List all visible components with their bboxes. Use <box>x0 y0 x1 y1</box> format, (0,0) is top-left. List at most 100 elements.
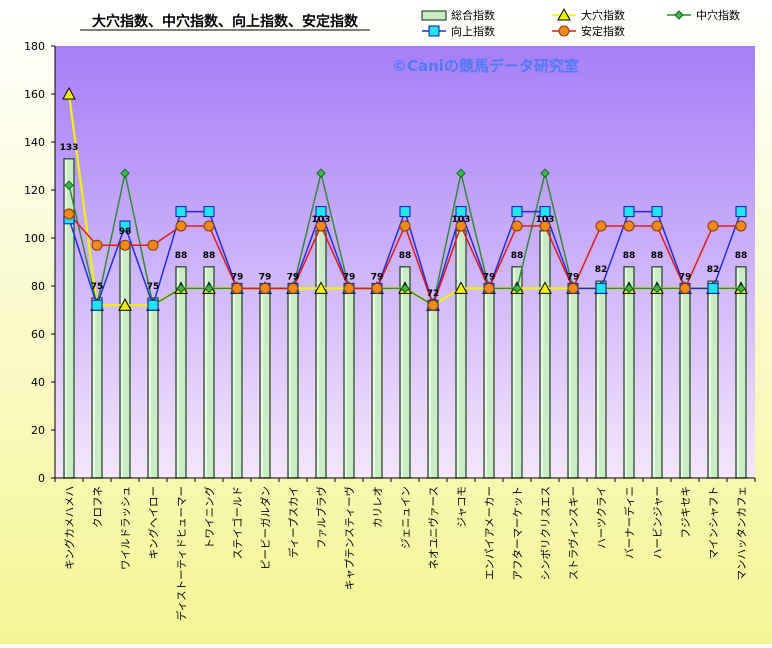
bar-value-label: 103 <box>536 215 555 225</box>
series-marker <box>538 281 552 294</box>
series-marker <box>63 208 75 220</box>
y-tick-label: 120 <box>24 184 45 197</box>
legend-marker <box>558 25 570 37</box>
bar-value-label: 88 <box>651 251 664 261</box>
series-marker <box>64 180 74 190</box>
y-tick-label: 0 <box>38 472 45 485</box>
series-marker <box>651 220 663 232</box>
bar-value-label: 103 <box>452 215 471 225</box>
axes-layer: 0 20 40 60 80 100 120 140 160 180 キングカメハメハ クロフネ ワイルド… <box>24 40 756 621</box>
bar-labels-layer: 133 75 98 75 88 88 79 79 79 103 79 79 88 72 103 79 88 103… <box>60 143 748 299</box>
x-tick-label: フジキセキ <box>680 486 692 539</box>
series-marker <box>707 220 719 232</box>
x-tick-label: ハービンジャー <box>652 486 664 559</box>
series-marker <box>204 283 214 294</box>
legend-marker <box>428 25 440 37</box>
x-tick-label: ディープスカイ <box>287 486 300 558</box>
x-tick-label: ハーツクライ <box>596 486 608 549</box>
series-marker <box>315 206 327 218</box>
series-marker <box>539 220 551 232</box>
x-tick-label: ストラヴィンスキー <box>567 486 580 580</box>
series-marker <box>652 283 662 294</box>
legend-label: 安定指数 <box>581 24 625 38</box>
series-marker <box>540 168 550 178</box>
series-marker <box>623 220 635 232</box>
series-marker <box>707 282 719 294</box>
x-tick-label: ジェニュイン <box>400 486 412 549</box>
series-marker <box>483 282 495 294</box>
bar-value-label: 103 <box>312 215 331 225</box>
x-tick-label: バーナーディニ <box>623 486 636 559</box>
y-tick-label: 80 <box>31 280 45 293</box>
x-tick-label: マンハッタンカフェ <box>736 486 748 581</box>
bar-value-label: 88 <box>175 251 188 261</box>
legend-swatch <box>421 10 447 21</box>
series-marker <box>119 220 131 232</box>
bar-value-label: 79 <box>231 272 244 282</box>
series-marker <box>511 206 523 218</box>
series-marker <box>231 282 243 294</box>
legend-item: 安定指数 <box>552 24 625 38</box>
bar-value-label: 133 <box>60 143 79 153</box>
y-tick-label: 160 <box>24 88 45 101</box>
bar-value-label: 75 <box>91 282 104 292</box>
series-marker <box>400 283 410 294</box>
legend-item: 総合指数 <box>421 8 495 22</box>
bar-value-label: 88 <box>203 251 216 261</box>
series-marker <box>175 206 187 218</box>
x-tick-label: ステイゴールド <box>231 486 244 560</box>
y-tick-label: 100 <box>24 232 45 245</box>
y-tick-label: 60 <box>31 328 45 341</box>
bar-value-label: 79 <box>287 272 300 282</box>
chart-title: 大穴指数、中穴指数、向上指数、安定指数 <box>92 13 359 30</box>
series-marker <box>91 299 103 311</box>
x-tick-label: ワイルドラッシュ <box>120 486 132 570</box>
bar-value-label: 82 <box>595 265 608 275</box>
series-marker <box>315 220 327 232</box>
series-marker <box>623 206 635 218</box>
y-tick-label: 40 <box>31 376 45 389</box>
legend-label: 向上指数 <box>451 24 495 38</box>
series-marker <box>651 206 663 218</box>
series-marker <box>399 206 411 218</box>
bar-value-label: 88 <box>623 251 636 261</box>
x-tick-label: クロフネ <box>92 486 104 528</box>
series-marker <box>287 282 299 294</box>
legend-label: 総合指数 <box>451 8 495 22</box>
series-marker <box>595 220 607 232</box>
series-marker <box>343 282 355 294</box>
legend-label: 大穴指数 <box>581 8 625 22</box>
series-marker <box>456 168 466 178</box>
series-marker <box>147 239 159 251</box>
series-marker <box>399 220 411 232</box>
legend-item: 向上指数 <box>422 24 495 38</box>
bar-value-label: 79 <box>371 272 384 282</box>
series-marker <box>203 220 215 232</box>
x-tick-label: ディストーティドヒューマー <box>175 486 188 621</box>
bar-value-label: 98 <box>119 227 132 237</box>
bar-value-label: 79 <box>567 272 580 282</box>
legend-item: 大穴指数 <box>552 7 625 22</box>
series-marker <box>259 282 271 294</box>
series-marker <box>427 299 439 311</box>
legend-marker <box>557 7 571 21</box>
bar-value-label: 79 <box>483 272 496 282</box>
watermark: ©Caniの競馬データ研究室 <box>392 57 579 75</box>
bar-value-label: 82 <box>707 265 720 275</box>
y-tick-label: 20 <box>31 424 45 437</box>
bar-value-label: 79 <box>343 272 356 282</box>
series-marker <box>679 282 691 294</box>
series-marker <box>314 281 328 294</box>
series-marker <box>735 220 747 232</box>
series-marker <box>511 220 523 232</box>
x-tick-label: カリレオ <box>372 486 384 528</box>
x-tick-label: キャプテンスティーヴ <box>343 486 356 590</box>
legend-label: 中穴指数 <box>696 8 740 22</box>
bar-value-label: 79 <box>679 272 692 282</box>
x-tick-label: ファルブラヴ <box>315 486 328 549</box>
bar-value-label: 88 <box>511 251 524 261</box>
series-marker <box>176 283 186 294</box>
series-marker <box>539 206 551 218</box>
